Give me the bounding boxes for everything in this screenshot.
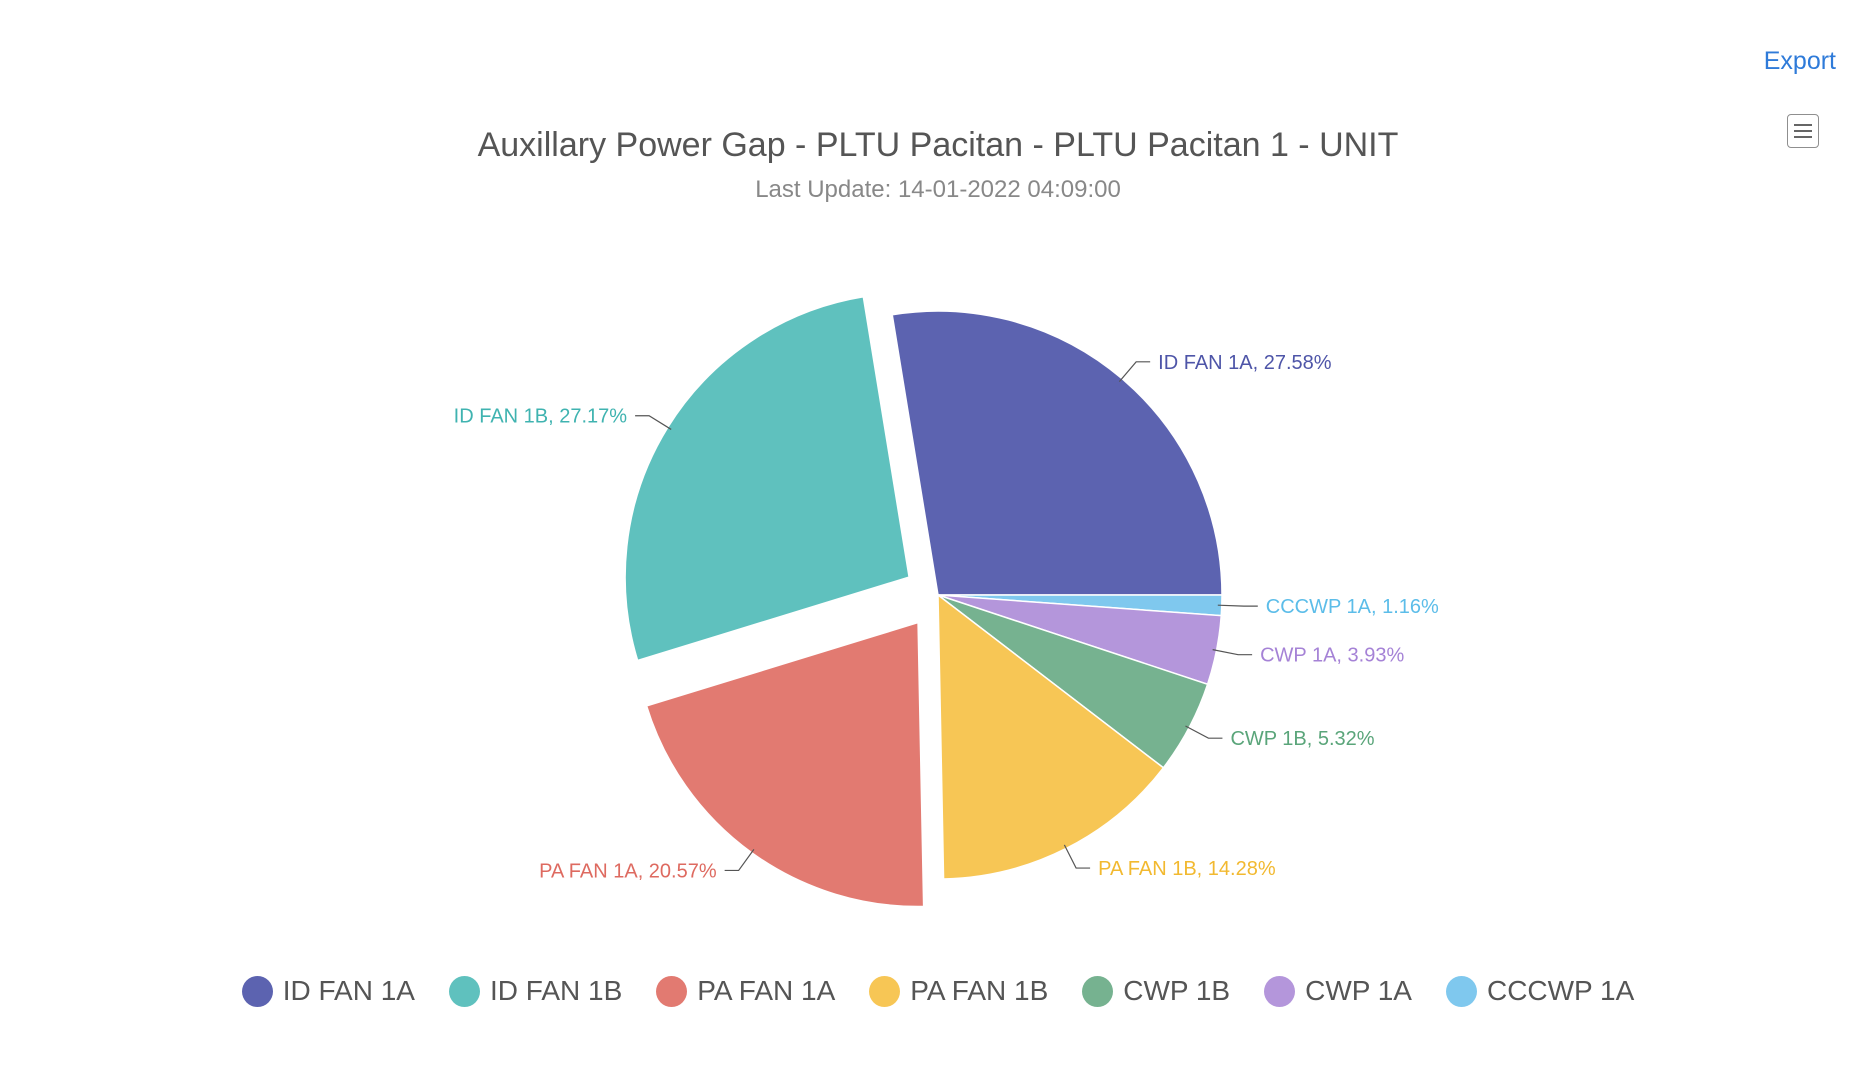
legend-label: CCCWP 1A — [1486, 975, 1635, 1006]
label-connector — [1063, 844, 1091, 869]
slice-label-cccwp-1a: CCCWP 1A, 1.16% — [1266, 596, 1439, 618]
legend-item-cwp-1b[interactable]: CWP 1B — [1082, 975, 1230, 1007]
label-connector — [1185, 725, 1223, 739]
legend-swatch — [241, 975, 273, 1007]
slice-label-cwp-1a: CWP 1A, 3.93% — [1260, 645, 1404, 667]
legend-swatch — [1445, 975, 1477, 1007]
legend-item-cccwp-1a[interactable]: CCCWP 1A — [1445, 975, 1635, 1007]
legend-swatch — [448, 975, 480, 1007]
label-connector — [1212, 649, 1253, 656]
label-connector — [1118, 361, 1151, 383]
pie-chart: ID FAN 1A, 27.58% CCCWP 1A, 1.16% CWP 1A, … — [454, 295, 1439, 908]
legend-label: ID FAN 1A — [282, 975, 415, 1006]
legend-item-id-fan-1a[interactable]: ID FAN 1A — [241, 975, 415, 1007]
legend-item-pa-fan-1a[interactable]: PA FAN 1A — [656, 975, 835, 1007]
slice-label-pa-fan-1b: PA FAN 1B, 14.28% — [1098, 858, 1276, 880]
pie-slice-id-fan-1b[interactable] — [624, 295, 910, 662]
menu-bar — [1794, 130, 1812, 132]
slice-label-id-fan-1a: ID FAN 1A, 27.58% — [1158, 352, 1332, 374]
chart-legend: ID FAN 1A ID FAN 1B PA FAN 1A PA FAN 1B CWP … — [0, 975, 1876, 1007]
label-connector — [635, 415, 672, 430]
legend-item-cwp-1a[interactable]: CWP 1A — [1264, 975, 1412, 1007]
menu-bar — [1794, 124, 1812, 126]
legend-label: PA FAN 1B — [910, 975, 1049, 1006]
legend-label: ID FAN 1B — [489, 975, 623, 1006]
label-connector — [724, 849, 755, 872]
export-link[interactable]: Export — [1763, 47, 1836, 75]
legend-label: CWP 1B — [1123, 975, 1231, 1006]
legend-item-id-fan-1b[interactable]: ID FAN 1B — [448, 975, 623, 1007]
label-connector — [1217, 604, 1258, 607]
legend-swatch — [869, 975, 901, 1007]
slice-label-id-fan-1b: ID FAN 1B, 27.17% — [454, 406, 628, 428]
hamburger-menu-icon[interactable] — [1787, 114, 1819, 148]
menu-bar — [1794, 136, 1812, 138]
slice-label-pa-fan-1a: PA FAN 1A, 20.57% — [539, 860, 717, 882]
legend-item-pa-fan-1b[interactable]: PA FAN 1B — [869, 975, 1048, 1007]
legend-swatch — [1264, 975, 1296, 1007]
legend-swatch — [1082, 975, 1114, 1007]
slice-label-cwp-1b: CWP 1B, 5.32% — [1230, 728, 1374, 750]
legend-swatch — [656, 975, 688, 1007]
chart-title: Auxillary Power Gap - PLTU Pacitan - PLT… — [477, 126, 1399, 164]
legend-label: CWP 1A — [1305, 975, 1412, 1006]
chart-subtitle: Last Update: 14-01-2022 04:09:00 — [755, 176, 1121, 203]
legend-label: PA FAN 1A — [697, 975, 836, 1006]
